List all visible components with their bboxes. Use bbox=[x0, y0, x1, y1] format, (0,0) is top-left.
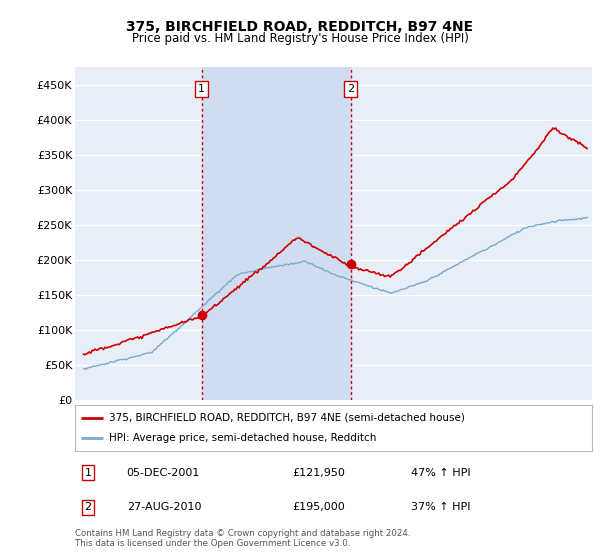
Text: 1: 1 bbox=[85, 468, 91, 478]
Text: Price paid vs. HM Land Registry's House Price Index (HPI): Price paid vs. HM Land Registry's House … bbox=[131, 32, 469, 45]
Text: 2: 2 bbox=[347, 84, 354, 94]
Text: £195,000: £195,000 bbox=[292, 502, 345, 512]
Text: 1: 1 bbox=[198, 84, 205, 94]
Text: 375, BIRCHFIELD ROAD, REDDITCH, B97 4NE (semi-detached house): 375, BIRCHFIELD ROAD, REDDITCH, B97 4NE … bbox=[109, 413, 464, 423]
Text: 375, BIRCHFIELD ROAD, REDDITCH, B97 4NE: 375, BIRCHFIELD ROAD, REDDITCH, B97 4NE bbox=[127, 20, 473, 34]
Text: £121,950: £121,950 bbox=[292, 468, 345, 478]
Bar bbox=[202, 67, 350, 400]
Text: 2: 2 bbox=[85, 502, 91, 512]
Text: 47% ↑ HPI: 47% ↑ HPI bbox=[411, 468, 471, 478]
Text: 05-DEC-2001: 05-DEC-2001 bbox=[127, 468, 200, 478]
Text: 27-AUG-2010: 27-AUG-2010 bbox=[127, 502, 201, 512]
Text: Contains HM Land Registry data © Crown copyright and database right 2024.
This d: Contains HM Land Registry data © Crown c… bbox=[75, 529, 410, 548]
Text: 37% ↑ HPI: 37% ↑ HPI bbox=[411, 502, 470, 512]
Text: HPI: Average price, semi-detached house, Redditch: HPI: Average price, semi-detached house,… bbox=[109, 433, 376, 443]
